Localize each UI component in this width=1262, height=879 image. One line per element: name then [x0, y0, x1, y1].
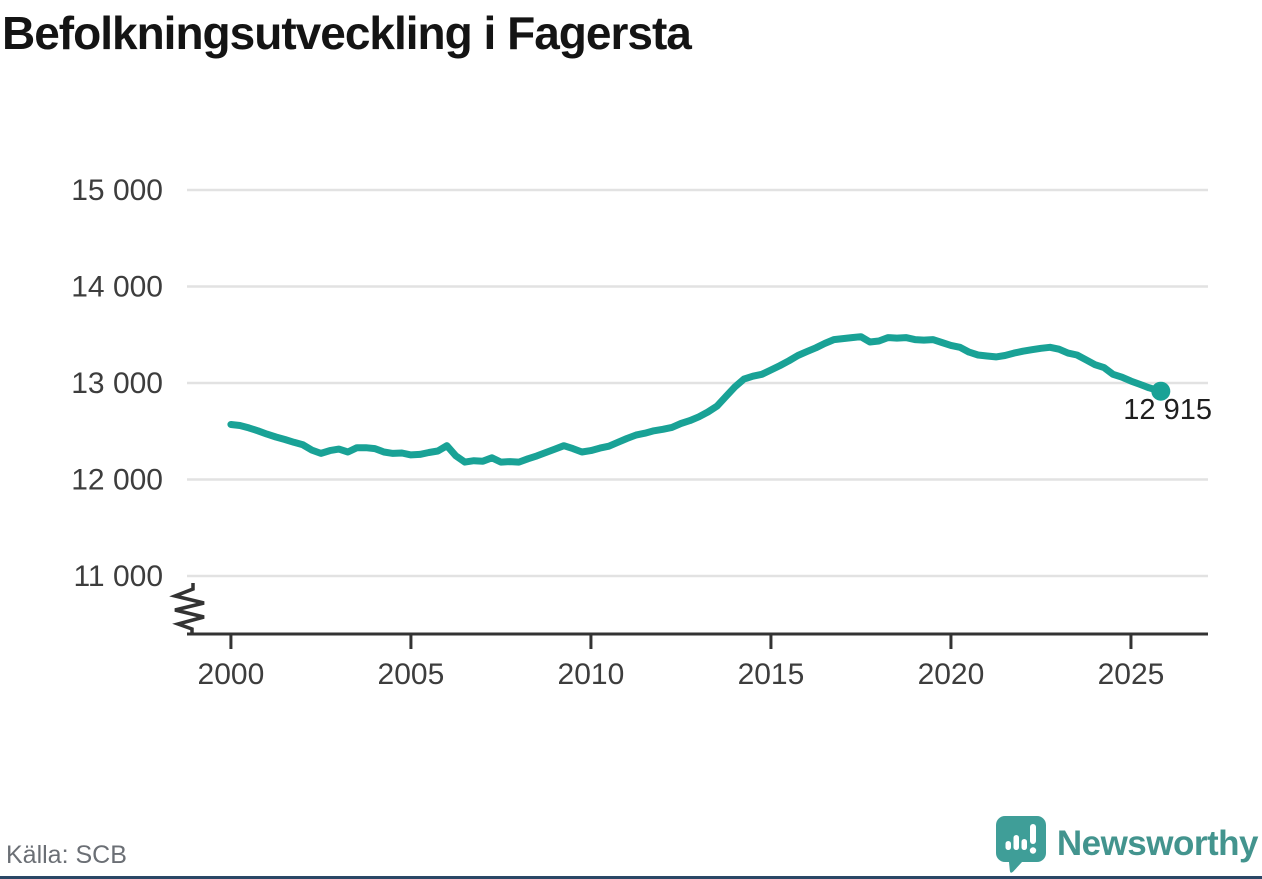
bottom-accent-bar: [0, 876, 1262, 879]
exclamation-icon-bar: [1029, 824, 1036, 844]
end-point-dot: [1151, 381, 1171, 401]
x-tick-label: 2020: [918, 658, 985, 691]
x-tick-label: 2010: [558, 658, 625, 691]
x-tick-label: 2000: [198, 658, 265, 691]
y-tick-label: 15 000: [71, 174, 163, 207]
bar-chart-icon-bar3: [1021, 839, 1027, 850]
x-tick-label: 2005: [378, 658, 445, 691]
y-tick-label: 12 000: [71, 464, 163, 497]
page-title: Befolkningsutveckling i Fagersta: [2, 7, 692, 59]
bar-chart-icon-bar1: [1005, 841, 1011, 850]
y-tick-label: 13 000: [71, 367, 163, 400]
y-tick-label: 14 000: [71, 271, 163, 304]
x-tick-label: 2015: [738, 658, 805, 691]
axis-break-icon: [169, 583, 205, 634]
speech-bubble-shape: [995, 816, 1046, 873]
latest-value-label: 12 915: [1123, 394, 1212, 426]
exclamation-icon-dot: [1029, 847, 1037, 854]
x-tick-label: 2025: [1098, 658, 1165, 691]
newsworthy-logo-text: Newsworthy: [1056, 824, 1259, 863]
newsworthy-logo-icon: [995, 816, 1046, 873]
population-line: [227, 333, 1165, 466]
newsworthy-logo: Newsworthy: [995, 814, 1259, 874]
y-tick-label: 11 000: [73, 560, 163, 593]
bar-chart-icon-bar2: [1013, 835, 1019, 850]
source-note: Källa: SCB: [6, 841, 127, 869]
